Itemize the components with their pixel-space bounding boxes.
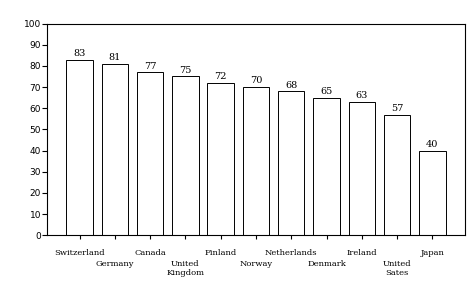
Bar bbox=[243, 87, 269, 235]
Text: Finland: Finland bbox=[205, 249, 237, 257]
Text: Germany: Germany bbox=[96, 260, 134, 268]
Bar bbox=[101, 64, 128, 235]
Text: 65: 65 bbox=[320, 87, 333, 96]
Bar bbox=[384, 115, 410, 235]
Text: 72: 72 bbox=[214, 72, 227, 81]
Text: Ireland: Ireland bbox=[346, 249, 377, 257]
Text: 83: 83 bbox=[73, 49, 86, 58]
Text: 77: 77 bbox=[144, 61, 156, 71]
Text: 40: 40 bbox=[426, 140, 438, 149]
Bar bbox=[137, 72, 164, 235]
Text: Switzerland: Switzerland bbox=[55, 249, 105, 257]
Text: Japan: Japan bbox=[420, 249, 444, 257]
Text: 75: 75 bbox=[179, 66, 191, 75]
Text: 81: 81 bbox=[109, 53, 121, 62]
Text: Norway: Norway bbox=[239, 260, 273, 268]
Text: Netherlands: Netherlands bbox=[265, 249, 318, 257]
Bar bbox=[278, 91, 304, 235]
Bar bbox=[66, 59, 93, 235]
Bar bbox=[313, 98, 340, 235]
Text: 70: 70 bbox=[250, 76, 262, 85]
Text: 57: 57 bbox=[391, 104, 403, 113]
Bar bbox=[348, 102, 375, 235]
Bar bbox=[419, 151, 446, 235]
Text: Canada: Canada bbox=[134, 249, 166, 257]
Text: Denmark: Denmark bbox=[307, 260, 346, 268]
Text: 63: 63 bbox=[356, 91, 368, 100]
Text: 68: 68 bbox=[285, 81, 297, 90]
Bar bbox=[208, 83, 234, 235]
Text: United
Sates: United Sates bbox=[383, 260, 411, 278]
Text: United
Kingdom: United Kingdom bbox=[166, 260, 204, 278]
Bar bbox=[172, 76, 199, 235]
